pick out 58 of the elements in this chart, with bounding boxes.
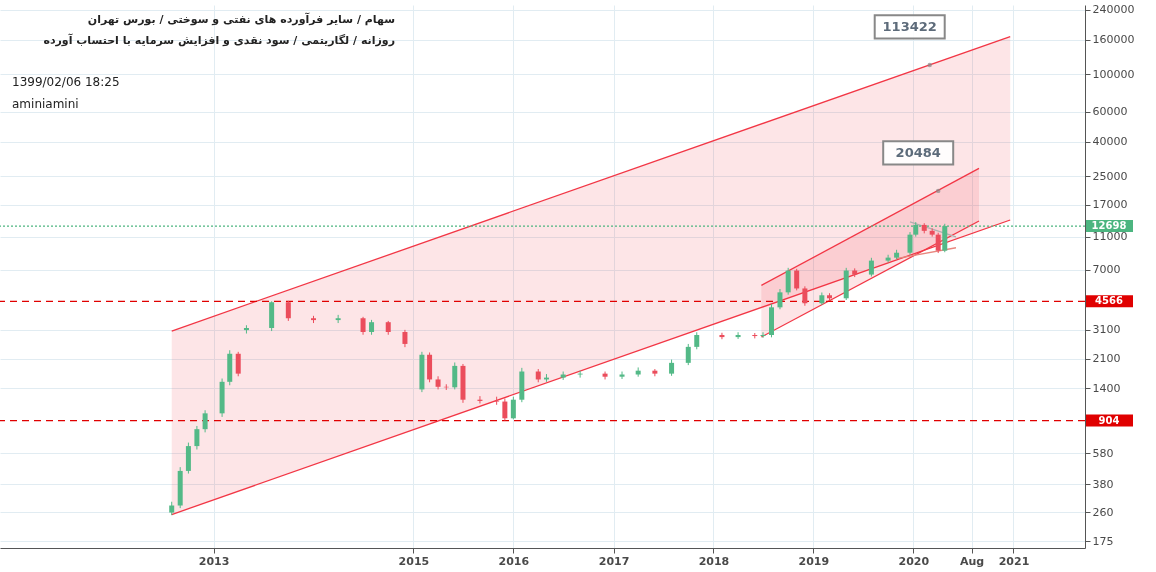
candlestick	[619, 371, 625, 380]
candlestick	[760, 331, 766, 339]
candlestick	[577, 370, 583, 379]
candlestick	[194, 425, 200, 450]
y-tick-label: 7000	[1092, 263, 1121, 277]
candlestick	[785, 267, 791, 296]
candlestick	[802, 285, 808, 307]
x-tick-label: Aug	[959, 554, 985, 568]
candlestick	[685, 343, 691, 366]
candlestick	[652, 368, 658, 377]
y-tick-label: 160000	[1092, 33, 1135, 47]
candlestick	[285, 300, 291, 322]
ref-line-label: 4566	[1095, 295, 1123, 307]
candlestick	[202, 409, 208, 433]
candlestick	[907, 231, 913, 256]
candlestick	[502, 397, 508, 422]
x-tick-label: 2020	[898, 554, 930, 568]
x-tick-label: 2019	[798, 554, 830, 568]
y-tick-label: 100000	[1092, 67, 1135, 81]
x-tick-label: 2017	[598, 554, 630, 568]
candlestick	[794, 268, 800, 291]
y-tick-label: 380	[1092, 477, 1114, 491]
candlestick	[510, 396, 516, 420]
annotation: 113422	[882, 18, 937, 34]
y-tick-label: 1400	[1092, 381, 1121, 395]
x-tick-label: 2018	[698, 554, 730, 568]
annotation: 20484	[895, 144, 941, 160]
y-tick-label: 25000	[1092, 169, 1128, 183]
text: روزانه / لگاریتمی / سود نقدی و افزایش سرمایه با احتساب آورده	[43, 33, 395, 47]
candlestick	[885, 254, 891, 263]
y-tick-label: 3100	[1092, 323, 1121, 337]
candlestick	[868, 257, 874, 277]
x-tick-label: 2021	[998, 554, 1030, 568]
y-tick-label: 40000	[1092, 135, 1128, 149]
candlestick	[235, 351, 241, 377]
y-tick-label: 260	[1092, 505, 1114, 519]
candlestick	[735, 331, 741, 340]
x-tick-label: 2016	[498, 554, 530, 568]
candlestick	[452, 361, 458, 390]
candlestick	[935, 232, 941, 254]
ref-line-label: 12698	[1091, 220, 1127, 232]
x-tick-label: 2015	[398, 554, 430, 568]
y-tick-label: 2100	[1092, 352, 1121, 366]
ref-line-label: 904	[1098, 414, 1120, 426]
candlestick	[719, 332, 725, 340]
candlestick	[602, 371, 608, 380]
y-tick-label: 11000	[1092, 230, 1128, 244]
y-tick-label: 60000	[1092, 105, 1128, 119]
x-tick-label: 2013	[198, 554, 230, 568]
candlestick	[777, 288, 783, 310]
text: سهام / سایر فرآورده های نفتی و سوختی / بورس تهران	[87, 12, 395, 26]
y-tick-label: 240000	[1092, 3, 1135, 17]
candlestick	[335, 314, 341, 324]
y-tick-label: 175	[1092, 534, 1114, 548]
annotation: aminiamini	[12, 97, 79, 111]
y-tick-label: 17000	[1092, 198, 1128, 212]
annotation: 1399/02/06 18:25	[12, 75, 120, 89]
y-tick-label: 580	[1092, 446, 1114, 460]
